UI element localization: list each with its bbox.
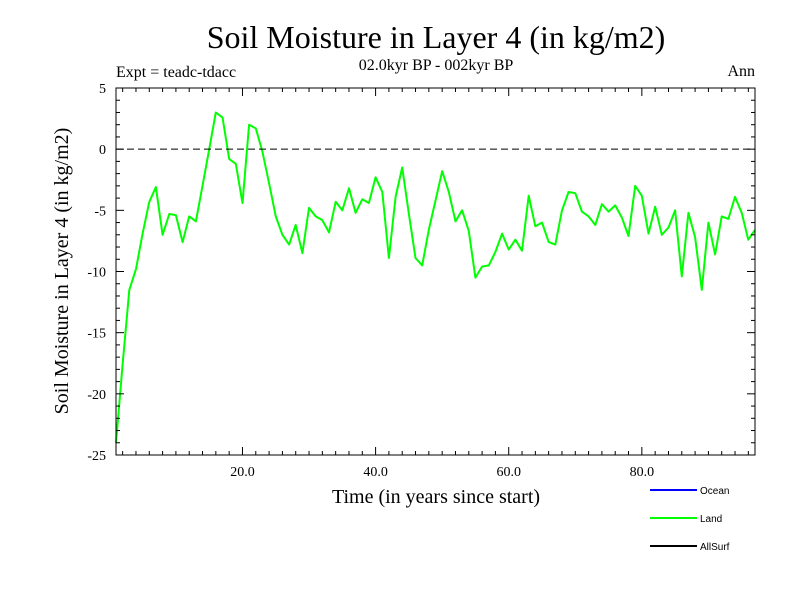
x-tick-label: 20.0 [230, 465, 255, 480]
chart-title: Soil Moisture in Layer 4 (in kg/m2) [207, 19, 666, 55]
experiment-label: Expt = teadc-tdacc [116, 64, 236, 81]
x-axis-label: Time (in years since start) [332, 486, 540, 508]
y-tick-label: -5 [94, 204, 106, 219]
legend-ocean-label: Ocean [700, 486, 729, 497]
legend: Ocean Land AllSurf [650, 486, 730, 553]
plot-area: 5 0 -5 -10 -15 -20 -25 20.0 40.0 60.0 80.0 [87, 82, 756, 480]
y-axis-label: Soil Moisture in Layer 4 (in kg/m2) [51, 128, 73, 415]
y-tick-label: -10 [87, 266, 106, 281]
legend-land-label: Land [700, 514, 722, 525]
season-label: Ann [727, 63, 755, 80]
y-tick-label: -25 [87, 449, 106, 464]
y-tick-label: -20 [87, 388, 106, 403]
x-tick-label: 60.0 [496, 465, 521, 480]
y-tick-label: 5 [99, 82, 106, 97]
y-tick-label: 0 [99, 143, 106, 158]
legend-allsurf-label: AllSurf [700, 542, 730, 553]
chart-subtitle: 02.0kyr BP - 002kyr BP [359, 57, 514, 74]
x-tick-label: 80.0 [630, 465, 655, 480]
y-tick-label: -15 [87, 327, 106, 342]
x-tick-label: 40.0 [363, 465, 388, 480]
series-line-land [115, 111, 756, 443]
